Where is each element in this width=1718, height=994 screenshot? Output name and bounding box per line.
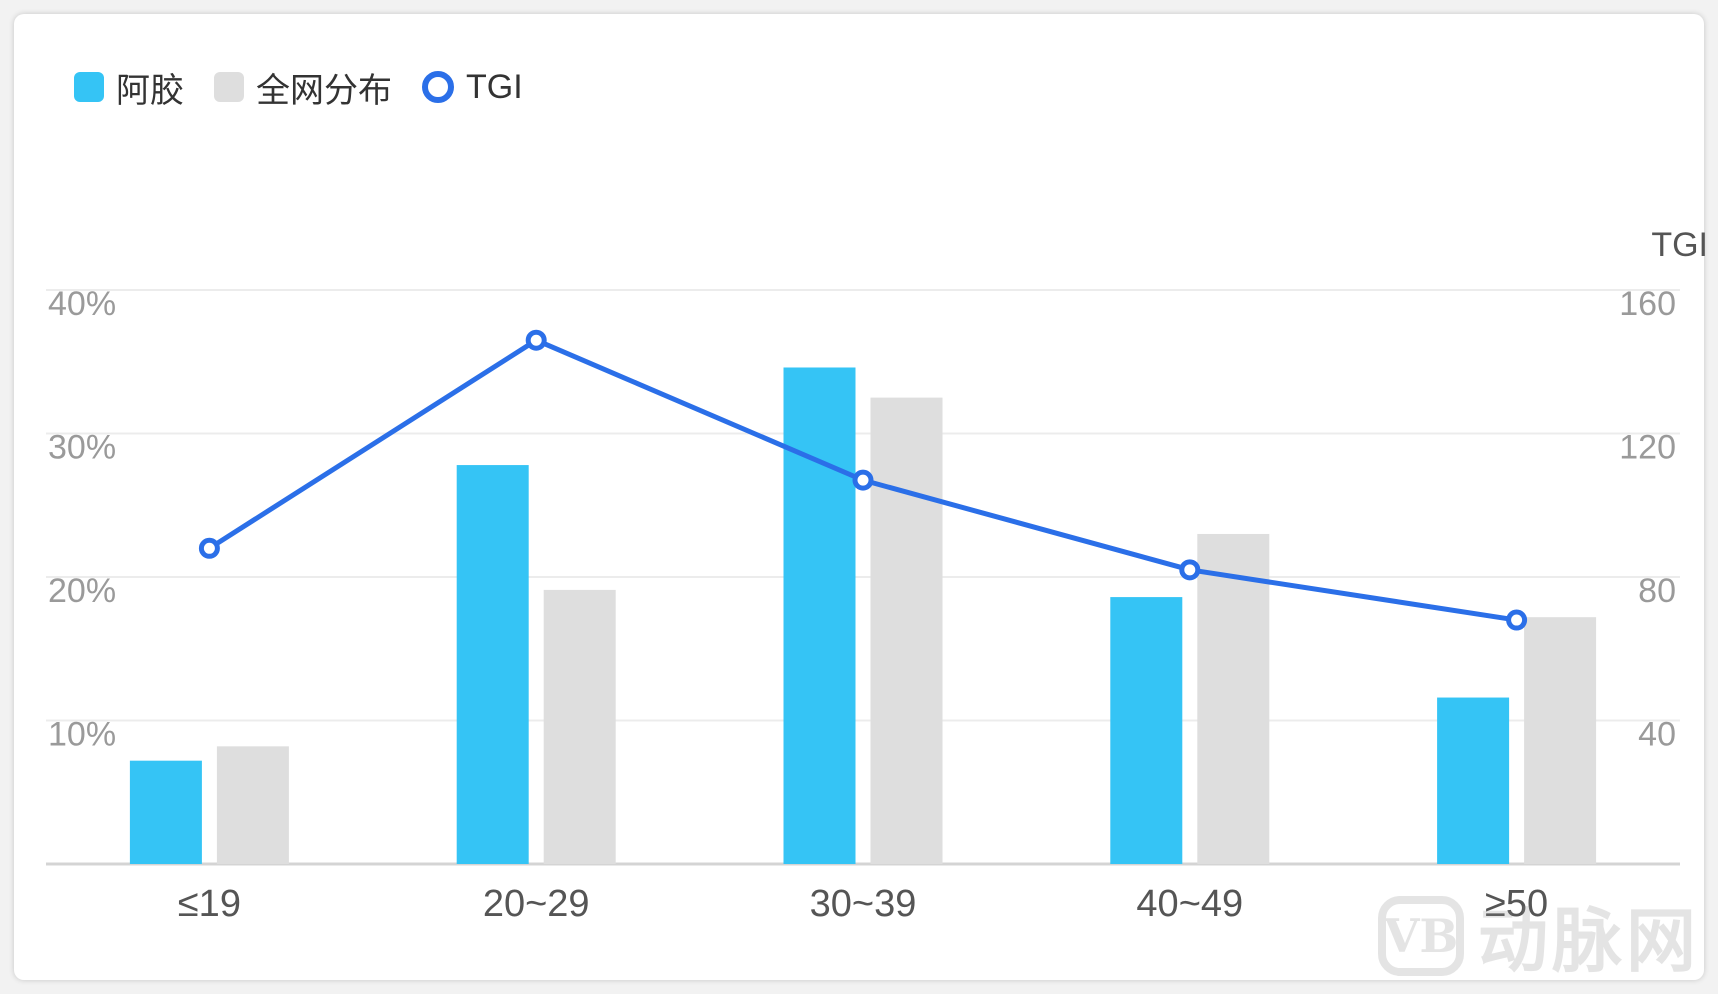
y-right-tick-label: 40 [1638,716,1676,754]
y-left-tick-label: 40% [48,285,116,323]
y-right-axis-title: TGI [1651,226,1708,264]
y-right-tick-label: 160 [1619,285,1676,323]
tgi-point [1179,559,1201,581]
legend-ring-icon [422,71,454,103]
bar-secondary [543,589,616,864]
watermark-text: 动脉网 [1478,902,1700,980]
tgi-point [525,329,547,351]
chart-card [14,14,1704,980]
bar-primary [1437,697,1510,864]
watermark: VB 动脉网 [1378,885,1700,986]
y-left-tick-label: 20% [48,572,116,610]
bar-primary [1110,597,1183,864]
bar-secondary [1524,617,1597,864]
tgi-point [198,537,220,559]
legend-label-primary: 阿胶 [116,71,184,110]
bar-primary [456,465,529,864]
y-right-tick-label: 120 [1619,429,1676,467]
x-tick-label: 40~49 [1136,883,1243,925]
legend-item-primary[interactable]: 阿胶 [74,63,184,112]
y-right-tick-label: 80 [1638,572,1676,610]
legend-label-line: TGI [466,67,523,106]
bar-secondary [1197,533,1270,864]
legend-swatch-secondary [214,72,244,102]
bar-primary [129,760,202,864]
legend: 阿胶 全网分布 TGI [74,62,553,112]
x-tick-label: ≤19 [178,883,241,925]
x-tick-label: 30~39 [810,883,917,925]
x-tick-label: ≥50 [1485,883,1548,925]
watermark-logo: VB [1378,895,1464,976]
legend-label-secondary: 全网分布 [256,71,392,110]
tgi-point [852,469,874,491]
bar-secondary [870,397,943,864]
bar-primary [783,367,856,864]
y-left-tick-label: 30% [48,429,116,467]
tgi-point [1506,609,1528,631]
y-left-tick-label: 10% [48,716,116,754]
x-tick-label: 20~29 [483,883,590,925]
legend-swatch-primary [74,72,104,102]
legend-item-secondary[interactable]: 全网分布 [214,63,392,112]
bar-secondary [216,746,289,864]
legend-item-line[interactable]: TGI [422,68,523,107]
